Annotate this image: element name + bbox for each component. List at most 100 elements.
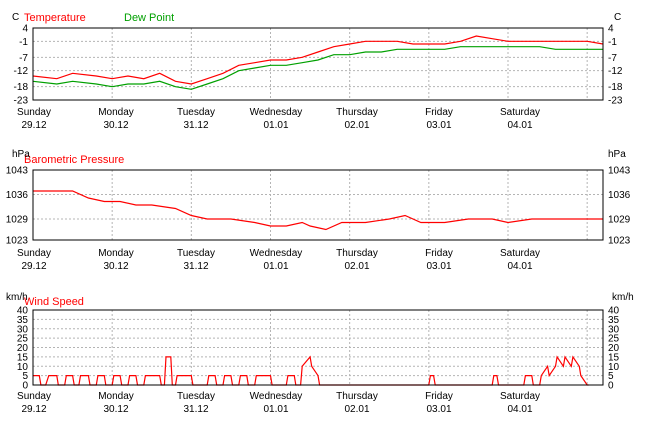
wind-x-labels: Sunday 29.12 Monday 30.12 Tuesday 31.12 Wednes… [17,391,540,415]
wind-grid [33,310,603,385]
x-date-label: 30.12 [103,404,128,415]
y-tick-label-left: -7 [19,53,28,64]
x-date-label: 03.01 [426,404,451,415]
y-tick-label-left: 30 [17,324,29,335]
x-date-label: 03.01 [426,120,451,131]
dew-point-legend: Dew Point [124,12,174,24]
x-date-label: 29.12 [21,120,46,131]
x-date-label: 29.12 [21,404,46,415]
y-tick-label-left: 20 [17,343,29,354]
x-date-label: 02.01 [344,120,369,131]
y-tick-label-right: -12 [608,66,623,77]
x-day-label: Sunday [17,391,51,402]
x-day-label: Wednesday [250,248,303,259]
x-day-label: Tuesday [177,107,215,118]
pressure-x-labels: Sunday 29.12 Monday 30.12 Tuesday 31.12 Wednes… [17,248,540,272]
y-tick-label-left: -1 [19,37,28,48]
y-tick-label-left: 15 [17,352,29,363]
y-tick-label-right: 10 [608,362,620,373]
y-tick-label-left: -12 [14,66,29,77]
y-tick-label-left: 5 [22,371,28,382]
wind-series [33,355,589,386]
y-tick-label-left: 1023 [6,236,29,247]
y-tick-label-right: 1036 [608,190,631,201]
x-day-label: Friday [425,107,453,118]
y-tick-label-left: 0 [22,381,28,392]
x-date-label: 02.01 [344,404,369,415]
series-line-dew-point [32,46,603,90]
y-tick-label-left: 1029 [6,215,29,226]
x-date-label: 01.01 [263,261,288,272]
x-day-label: Sunday [17,107,51,118]
temperature-series [32,35,604,90]
y-tick-label-right: 1029 [608,215,631,226]
x-day-label: Tuesday [177,248,215,259]
y-tick-label-left: 40 [17,306,29,317]
x-day-label: Thursday [336,248,378,259]
series-line-temperature [32,35,604,85]
y-tick-label-right: 5 [608,371,614,382]
x-date-label: 31.12 [183,261,208,272]
pressure-y-ticks: 1043 1043 1036 1036 1029 1029 1023 1023 [6,166,631,247]
x-date-label: 01.01 [263,120,288,131]
x-day-label: Saturday [500,107,540,118]
x-day-label: Friday [425,391,453,402]
x-day-label: Thursday [336,107,378,118]
pressure-unit-right: hPa [608,149,626,160]
y-tick-label-left: 35 [17,315,29,326]
y-tick-label-right: 15 [608,352,620,363]
x-date-label: 04.01 [507,404,532,415]
pressure-series [33,190,603,231]
x-day-label: Wednesday [250,107,303,118]
x-date-label: 29.12 [21,261,46,272]
x-date-label: 30.12 [103,261,128,272]
wind-unit-right: km/h [612,292,634,303]
x-date-label: 04.01 [507,261,532,272]
x-day-label: Monday [98,248,134,259]
pressure-unit-left: hPa [12,149,30,160]
pressure-panel: Barometric Pressure hPa hPa 1043 1043 1036… [6,149,631,272]
pressure-legend: Barometric Pressure [24,154,124,166]
y-tick-label-right: 25 [608,334,620,345]
wind-unit-left: km/h [6,292,28,303]
y-tick-label-right: -18 [608,82,623,93]
wind-plot-frame [32,309,604,386]
y-tick-label-right: -7 [608,53,617,64]
x-day-label: Sunday [17,248,51,259]
x-date-label: 31.12 [183,120,208,131]
y-tick-label-right: -23 [608,96,623,107]
temperature-unit-right: C [614,12,621,23]
y-tick-label-left: -18 [14,82,29,93]
y-tick-label-left: 1043 [6,166,29,177]
y-tick-label-right: 20 [608,343,620,354]
x-date-label: 04.01 [507,120,532,131]
y-tick-label-right: 1043 [608,166,631,177]
temperature-panel: Temperature Dew Point C C 4 4 -1 -1 -7 -7 -12 -… [12,12,623,131]
y-tick-label-right: 40 [608,306,620,317]
wind-legend: Wind Speed [24,296,84,308]
x-date-label: 31.12 [183,404,208,415]
x-day-label: Saturday [500,391,540,402]
y-tick-label-right: 0 [608,381,614,392]
x-day-label: Friday [425,248,453,259]
y-tick-label-right: 30 [608,324,620,335]
y-tick-label-left: 1036 [6,190,29,201]
y-tick-label-left: -23 [14,96,29,107]
x-date-label: 03.01 [426,261,451,272]
y-tick-label-right: 1023 [608,236,631,247]
y-tick-label-right: 35 [608,315,620,326]
temperature-plot-frame [32,27,604,101]
x-day-label: Tuesday [177,391,215,402]
x-day-label: Monday [98,391,134,402]
y-tick-label-left: 4 [22,24,28,35]
temperature-y-ticks: 4 4 -1 -1 -7 -7 -12 -12 -18 -18 -23 -23 [14,24,623,107]
x-date-label: 02.01 [344,261,369,272]
x-day-label: Thursday [336,391,378,402]
pressure-plot-frame [32,169,604,241]
y-tick-label-right: 4 [608,24,614,35]
series-line-wind-speed [33,355,589,386]
series-line-barometric-pressure [33,190,603,231]
temperature-grid [33,28,603,100]
